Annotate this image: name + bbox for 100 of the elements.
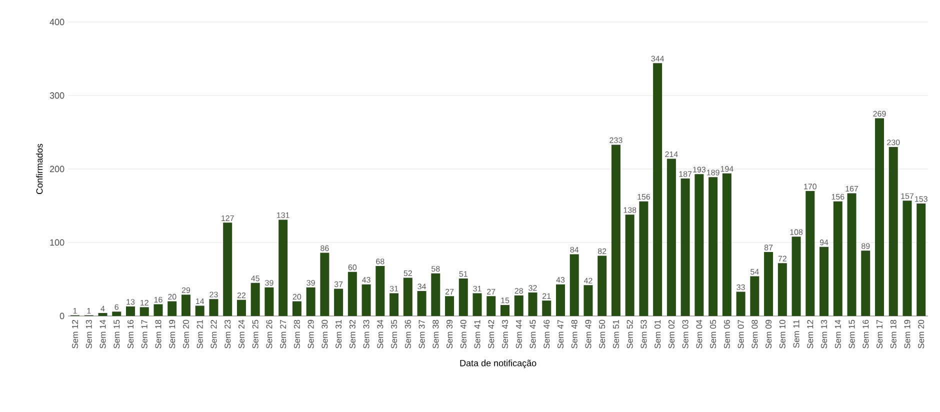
x-tick-label: Sem 04 bbox=[696, 320, 702, 348]
bar bbox=[833, 201, 842, 316]
bar bbox=[320, 252, 330, 316]
x-tick-label: Sem 13 bbox=[86, 320, 92, 348]
data-label: 15 bbox=[501, 298, 510, 304]
data-label: 127 bbox=[222, 215, 234, 221]
data-label: 230 bbox=[887, 140, 900, 146]
bar bbox=[154, 304, 163, 316]
data-label: 31 bbox=[390, 286, 398, 292]
x-axis-title: Data de notificação bbox=[460, 360, 536, 368]
x-tick-label: Sem 40 bbox=[460, 320, 466, 348]
bar bbox=[98, 313, 108, 316]
bar bbox=[500, 304, 510, 316]
x-tick-label: Sem 10 bbox=[779, 320, 786, 348]
bar bbox=[806, 191, 815, 316]
bar bbox=[250, 282, 260, 316]
bar bbox=[431, 273, 440, 316]
x-tick-label: Sem 01 bbox=[654, 320, 661, 348]
bar bbox=[264, 287, 274, 316]
x-tick-label: Sem 23 bbox=[224, 320, 231, 348]
bar bbox=[556, 284, 565, 316]
data-label: 42 bbox=[584, 278, 592, 284]
data-label: 153 bbox=[915, 196, 928, 202]
x-tick-label: Sem 24 bbox=[238, 320, 244, 348]
x-tick-label: Sem 13 bbox=[821, 320, 828, 348]
data-label: 58 bbox=[432, 266, 440, 272]
x-tick-label: Sem 34 bbox=[377, 320, 384, 348]
x-tick-label: Sem 22 bbox=[210, 320, 217, 348]
bar bbox=[236, 300, 246, 316]
x-tick-label: Sem 51 bbox=[612, 320, 619, 348]
bar bbox=[112, 312, 122, 316]
x-tick-label: Sem 39 bbox=[446, 320, 453, 348]
bar bbox=[403, 278, 412, 316]
x-tick-label: Sem 03 bbox=[682, 320, 688, 348]
data-label: 194 bbox=[720, 166, 734, 172]
data-label: 39 bbox=[306, 280, 315, 286]
data-label: 82 bbox=[598, 248, 606, 254]
data-label: 37 bbox=[334, 281, 343, 288]
y-axis-title: Confirmados bbox=[36, 144, 43, 194]
data-label: 6 bbox=[114, 304, 118, 310]
x-tick-label: Sem 46 bbox=[544, 320, 550, 348]
bar bbox=[542, 300, 552, 316]
data-label: 20 bbox=[292, 294, 302, 300]
bar bbox=[570, 254, 579, 316]
x-tick-label: Sem 41 bbox=[474, 320, 480, 348]
bar bbox=[778, 263, 787, 316]
x-tick-label: Sem 15 bbox=[848, 320, 855, 348]
x-tick-label: Sem 05 bbox=[710, 320, 716, 348]
x-tick-label: Sem 37 bbox=[418, 320, 425, 348]
data-label: 22 bbox=[237, 292, 246, 298]
data-label: 344 bbox=[651, 56, 664, 62]
x-tick-label: Sem 19 bbox=[169, 320, 176, 348]
data-label: 170 bbox=[804, 184, 817, 190]
bar bbox=[126, 306, 135, 316]
x-tick-label: Sem 32 bbox=[349, 320, 356, 348]
x-tick-label: Sem 11 bbox=[793, 320, 800, 348]
data-label: 1 bbox=[73, 308, 77, 314]
x-tick-label: Sem 16 bbox=[127, 320, 134, 348]
data-label: 4 bbox=[100, 306, 105, 312]
data-label: 54 bbox=[750, 269, 759, 275]
bar bbox=[223, 222, 232, 316]
bar bbox=[598, 256, 607, 316]
bar bbox=[611, 144, 620, 316]
data-label: 87 bbox=[764, 244, 773, 250]
x-tick-label: Sem 27 bbox=[280, 320, 286, 348]
x-tick-label: Sem 47 bbox=[557, 320, 564, 348]
bar bbox=[306, 287, 316, 316]
x-tick-label: Sem 44 bbox=[516, 320, 522, 348]
y-tick-label: 200 bbox=[50, 166, 64, 172]
data-label: 33 bbox=[736, 284, 745, 290]
bar bbox=[458, 278, 468, 316]
x-tick-label: Sem 29 bbox=[308, 320, 314, 348]
data-label: 193 bbox=[693, 166, 706, 172]
data-label: 89 bbox=[862, 243, 870, 249]
data-label: 43 bbox=[556, 277, 565, 283]
bar bbox=[209, 299, 218, 316]
x-tick-label: Sem 52 bbox=[626, 320, 633, 348]
x-tick-label: Sem 28 bbox=[294, 320, 300, 348]
bar bbox=[792, 236, 801, 316]
data-label: 108 bbox=[790, 229, 803, 235]
x-tick-label: Sem 25 bbox=[252, 320, 258, 348]
data-label: 34 bbox=[418, 284, 426, 290]
bar bbox=[168, 301, 177, 316]
bar bbox=[875, 118, 884, 316]
x-tick-label: Sem 45 bbox=[530, 320, 536, 348]
data-label: 189 bbox=[706, 170, 720, 176]
x-tick-label: Sem 06 bbox=[724, 320, 730, 348]
data-label: 214 bbox=[665, 151, 678, 158]
x-tick-label: Sem 17 bbox=[876, 320, 883, 348]
data-label: 27 bbox=[487, 288, 496, 294]
x-tick-label: Sem 53 bbox=[640, 320, 647, 348]
bar bbox=[722, 173, 732, 316]
bar bbox=[666, 158, 676, 316]
bar bbox=[584, 285, 593, 316]
y-tick-label: 0 bbox=[60, 312, 64, 320]
x-tick-label: Sem 30 bbox=[322, 320, 328, 348]
x-tick-label: Sem 07 bbox=[738, 320, 744, 348]
x-tick-label: Sem 14 bbox=[100, 320, 106, 348]
data-label: 12 bbox=[140, 300, 148, 306]
data-label: 233 bbox=[610, 137, 622, 144]
